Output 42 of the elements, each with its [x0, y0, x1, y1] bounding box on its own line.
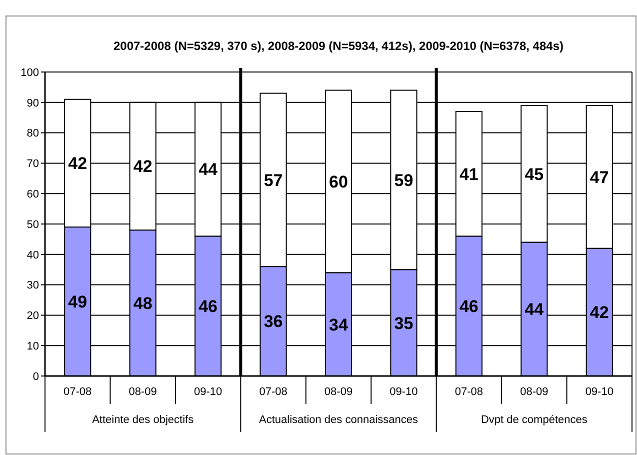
text: Actualisation des connaissances [259, 414, 418, 426]
x-tick-label: 07-08 [259, 386, 288, 398]
data-label: 44 [524, 300, 544, 320]
x-tick-label: 07-08 [64, 386, 92, 398]
x-tick-label: 09-10 [585, 386, 614, 398]
data-label: 46 [459, 297, 478, 316]
y-tick-label: 0 [32, 370, 39, 383]
x-tick-label: 09-10 [390, 386, 418, 398]
data-label: 42 [133, 157, 152, 176]
y-tick-label: 80 [26, 128, 39, 140]
chart-title: 2007-2008 (N=5329, 370 s), 2008-2009 (N=5934, 412s), 2009-2010 (N=6378, 484s) [113, 39, 564, 53]
data-label: 36 [264, 312, 283, 332]
data-label: 47 [590, 168, 609, 187]
data-label: 42 [68, 154, 88, 174]
data-label: 34 [329, 315, 348, 334]
x-tick-label: 08-09 [520, 386, 548, 398]
y-tick-label: 100 [20, 66, 39, 79]
y-tick-label: 90 [26, 97, 39, 110]
y-tick-label: 10 [26, 340, 39, 352]
text: Dvpt de compétences [480, 414, 588, 426]
y-tick-label: 50 [26, 218, 39, 231]
y-tick-label: 70 [26, 158, 39, 170]
data-label: 59 [394, 170, 414, 190]
x-tick-label: 09-10 [194, 386, 222, 398]
x-tick-label: 08-09 [324, 386, 353, 398]
data-label: 45 [524, 164, 544, 184]
data-label: 42 [590, 303, 609, 322]
data-label: 35 [394, 314, 414, 333]
data-label: 48 [133, 294, 152, 313]
y-tick-label: 60 [26, 188, 39, 200]
data-label: 41 [459, 164, 478, 184]
data-label: 57 [264, 170, 283, 190]
y-tick-label: 30 [26, 280, 39, 292]
data-label: 46 [198, 297, 218, 316]
y-tick-label: 40 [26, 249, 39, 262]
text: Atteinte des objectifs [92, 414, 194, 426]
x-tick-label: 08-09 [128, 386, 157, 398]
x-tick-label: 07-08 [454, 386, 484, 398]
data-label: 60 [329, 172, 348, 192]
data-label: 44 [198, 160, 218, 180]
y-tick-label: 20 [26, 310, 39, 322]
data-label: 49 [68, 292, 88, 312]
